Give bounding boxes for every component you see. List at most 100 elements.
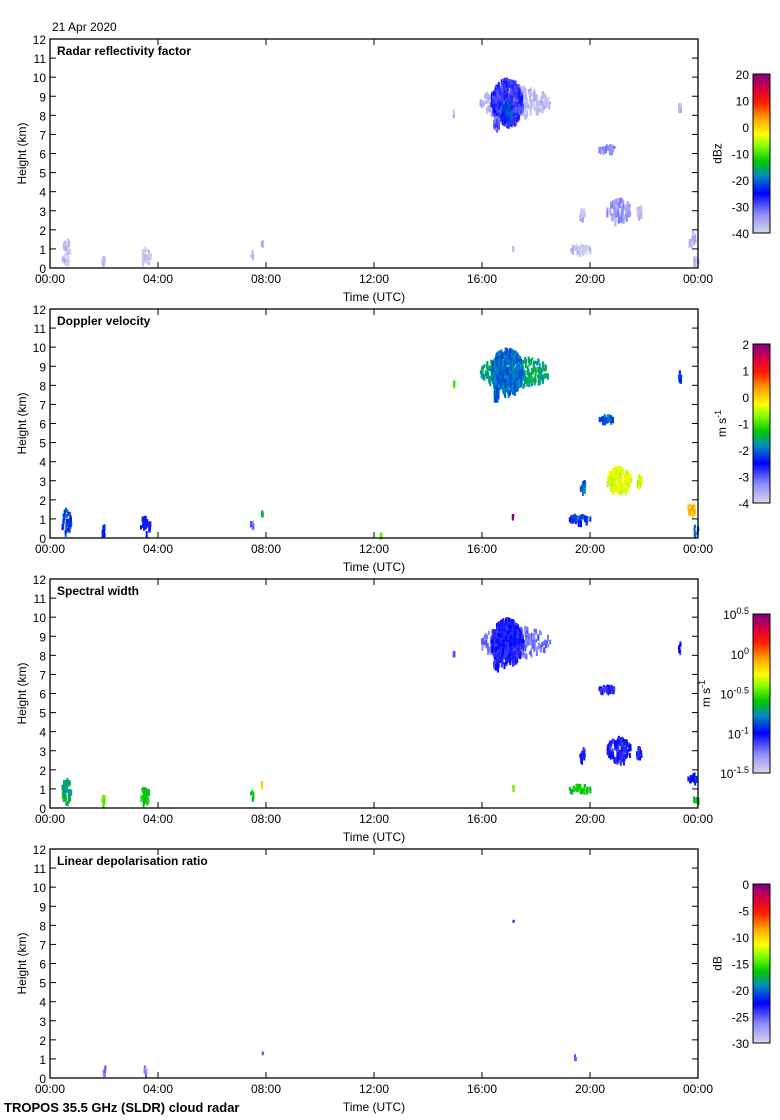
echo-pixel [499, 633, 502, 638]
echo-pixel [611, 204, 613, 208]
x-tick-label: 08:00 [251, 272, 281, 286]
y-tick-label: 9 [39, 900, 46, 914]
echo-pixel [496, 116, 499, 121]
echo-pixel [529, 110, 532, 116]
echo-pixel [507, 117, 509, 121]
echo-pixel [524, 377, 527, 384]
echo-pixel [515, 382, 518, 387]
echo-pixel [611, 467, 614, 475]
echo-pixel [612, 418, 614, 422]
echo-pixel [624, 746, 627, 751]
echo-pixel [452, 109, 455, 114]
echo-pixel [146, 800, 149, 806]
echo-pixel [526, 640, 529, 646]
echo-pixel [483, 634, 486, 639]
echo-pixel [64, 258, 67, 263]
echo-pixel [495, 642, 497, 649]
echo-pixel [617, 753, 619, 760]
echo-pixel [623, 488, 626, 492]
echo-pixel [511, 360, 513, 364]
echo-pixel [514, 119, 517, 126]
echo-pixel [500, 647, 503, 654]
echo-pixel [511, 80, 514, 85]
echo-pixel [539, 648, 542, 653]
echo-pixel [481, 644, 484, 651]
echo-pixel [498, 350, 501, 354]
echo-pixel [589, 516, 592, 522]
y-axis-label: Height (km) [15, 932, 29, 994]
echo-pixel [510, 108, 513, 112]
echo-pixel [501, 353, 504, 360]
echo-pixel [511, 391, 514, 395]
echo-pixel [532, 99, 535, 104]
echo-pixel [694, 524, 696, 529]
echo-pixel [611, 688, 614, 695]
echo-pixel [506, 618, 509, 625]
echo-pixel [533, 640, 536, 647]
echo-pixel [103, 259, 106, 264]
echo-pixel [513, 632, 516, 639]
echo-pixel [546, 640, 549, 644]
echo-pixel [64, 529, 67, 535]
echo-pixel [616, 757, 619, 762]
echo-pixel [503, 100, 505, 107]
echo-pixel [500, 385, 503, 390]
echo-pixel [575, 515, 578, 521]
echo-pixel [510, 648, 513, 654]
echo-pixel [508, 353, 511, 359]
echo-pixel [502, 85, 505, 89]
x-tick-label: 00:00 [35, 272, 65, 286]
echo-pixel [542, 375, 545, 382]
echo-pixel [607, 145, 609, 151]
echo-pixel [506, 367, 509, 373]
echo-pixel [500, 349, 503, 354]
echo-pixel [693, 530, 696, 537]
echo-pixel [493, 123, 496, 128]
echo-pixel [492, 640, 494, 646]
echo-pixel [519, 634, 522, 641]
echo-pixel [508, 93, 511, 100]
echo-pixel [586, 787, 589, 793]
echo-pixel [513, 657, 516, 663]
echo-pixel [513, 356, 516, 361]
echo-pixel [508, 628, 511, 634]
echo-pixel [575, 246, 578, 251]
echo-pixel [64, 796, 67, 802]
echo-pixel [517, 84, 520, 88]
echo-pixel [64, 781, 67, 787]
echo-pixel [498, 633, 501, 637]
y-tick-label: 11 [34, 52, 47, 66]
echo-pixel [509, 658, 511, 663]
echo-pixel [495, 638, 498, 644]
echo-pixel [533, 629, 536, 633]
echo-pixel [512, 79, 515, 85]
echo-pixel [638, 210, 640, 215]
echo-pixel [582, 747, 585, 752]
y-tick-label: 7 [39, 938, 46, 952]
echo-pixel [610, 485, 613, 492]
echo-pixel [500, 102, 503, 106]
echo-pixel [583, 784, 586, 789]
echo-pixel [506, 113, 509, 121]
echo-pixel [61, 257, 64, 262]
x-tick-label: 20:00 [575, 542, 605, 556]
echo-pixel [508, 349, 511, 355]
y-tick-label: 10 [33, 611, 47, 625]
colorbar-tick-label: -20 [732, 174, 750, 188]
echo-pixel [545, 373, 548, 379]
echo-pixel [523, 654, 526, 659]
echo-pixel [499, 626, 502, 631]
echo-pixel [583, 788, 586, 795]
echo-pixel [574, 1054, 576, 1061]
echo-pixel [498, 377, 501, 384]
echo-pixel [621, 753, 624, 760]
x-tick-label: 12:00 [359, 542, 389, 556]
y-tick-label: 6 [39, 688, 46, 702]
echo-pixel [579, 514, 582, 520]
echo-pixel [524, 630, 527, 637]
echo-pixel [517, 643, 520, 648]
x-tick-label: 04:00 [143, 272, 173, 286]
echo-feature [574, 1054, 577, 1062]
echo-pixel [536, 94, 538, 99]
echo-pixel [618, 202, 621, 209]
